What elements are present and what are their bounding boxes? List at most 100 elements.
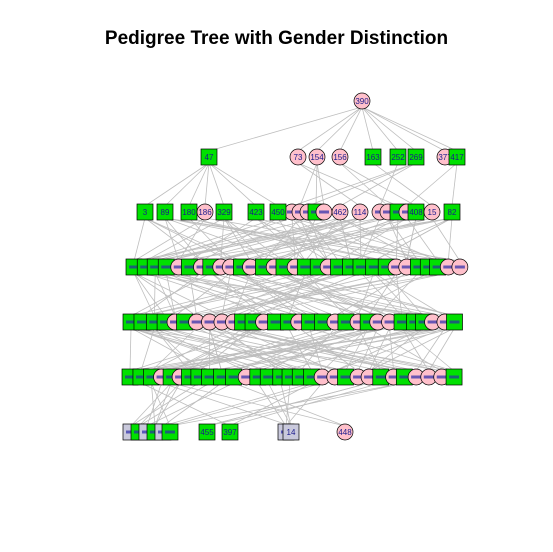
node-label-overlap — [205, 265, 216, 269]
edge — [297, 162, 399, 207]
edge — [263, 217, 301, 262]
edge — [133, 272, 197, 317]
edge — [221, 327, 455, 372]
node-417: 417 — [448, 148, 466, 166]
male-node-square — [443, 203, 461, 221]
node-label-overlap — [129, 265, 139, 269]
node-label: 269 — [409, 153, 423, 162]
edge — [274, 272, 390, 317]
female-node-circle — [336, 423, 354, 441]
node — [161, 423, 179, 441]
edge — [291, 217, 329, 262]
edge — [210, 217, 389, 262]
node-label-overlap — [317, 375, 328, 379]
edge — [130, 327, 210, 372]
edge-layer — [129, 106, 461, 427]
edge — [133, 217, 206, 262]
node-label: 154 — [310, 153, 324, 162]
female-node-circle — [308, 148, 326, 166]
node-label: 89 — [161, 208, 170, 217]
edge — [130, 327, 258, 372]
edge — [166, 272, 323, 317]
node-label: 73 — [294, 153, 303, 162]
edge — [154, 382, 172, 427]
edge — [151, 327, 234, 372]
edge — [274, 217, 361, 262]
node-label-overlap — [216, 320, 227, 324]
edge — [401, 327, 430, 372]
node-180: 180 — [180, 203, 198, 221]
node-label-overlap — [160, 320, 171, 324]
edge — [297, 162, 361, 207]
edge — [389, 327, 395, 372]
node-label-overlap — [236, 265, 247, 269]
node — [445, 368, 463, 386]
node-label-overlap — [340, 375, 351, 379]
node — [424, 313, 441, 331]
node-label-overlap — [275, 375, 286, 379]
node-label-overlap — [283, 320, 294, 324]
edge — [164, 217, 429, 262]
edge — [144, 162, 210, 207]
node-label-overlap — [216, 375, 227, 379]
edge — [209, 272, 419, 317]
edge — [229, 382, 381, 427]
node-label-overlap — [126, 320, 136, 324]
male-node-square — [389, 148, 407, 166]
edge — [431, 217, 461, 262]
edge — [395, 272, 403, 317]
edge — [451, 162, 458, 207]
edge — [428, 327, 455, 372]
edge — [223, 217, 285, 262]
node-269: 269 — [407, 148, 425, 166]
node-label-overlap — [166, 375, 177, 379]
node-label-overlap — [423, 375, 434, 379]
unknown-node-square — [282, 423, 300, 441]
edge — [133, 272, 433, 317]
edge — [169, 382, 405, 427]
edge — [208, 162, 279, 207]
edge — [241, 272, 310, 317]
edge — [155, 272, 299, 317]
node-label-overlap — [204, 320, 215, 324]
edge — [373, 272, 446, 317]
edge — [130, 382, 200, 427]
male-node-square — [200, 148, 218, 166]
node-label: 377 — [438, 153, 452, 162]
node-label: 408 — [409, 208, 423, 217]
edge — [316, 162, 325, 207]
node-label-overlap — [225, 265, 236, 269]
edge — [221, 327, 282, 372]
edge — [288, 272, 306, 317]
node-label-overlap — [191, 320, 202, 324]
node-329: 329 — [215, 203, 233, 221]
node-label-overlap — [258, 320, 269, 324]
edge — [361, 106, 374, 152]
edge — [144, 217, 202, 262]
edge — [145, 217, 317, 262]
edge — [208, 162, 225, 207]
edge — [242, 327, 442, 372]
edge — [155, 272, 424, 317]
edge — [208, 162, 257, 207]
edge — [164, 162, 210, 207]
node-label: 82 — [448, 208, 457, 217]
node-label-overlap — [285, 375, 296, 379]
female-node-circle — [331, 203, 349, 221]
edge — [406, 217, 438, 262]
node-label-overlap — [149, 320, 160, 324]
edge — [164, 217, 387, 262]
edge — [291, 217, 296, 262]
node-label-overlap — [388, 375, 399, 379]
node-label-overlap — [258, 265, 269, 269]
edge — [299, 162, 318, 207]
node-label-overlap — [248, 320, 259, 324]
node-label-overlap — [345, 265, 356, 269]
node-label-overlap — [330, 320, 341, 324]
node-label: 14 — [287, 428, 296, 437]
node-label-overlap — [397, 320, 408, 324]
node-label-overlap — [170, 320, 181, 324]
edge — [133, 272, 223, 317]
edge — [166, 217, 361, 262]
